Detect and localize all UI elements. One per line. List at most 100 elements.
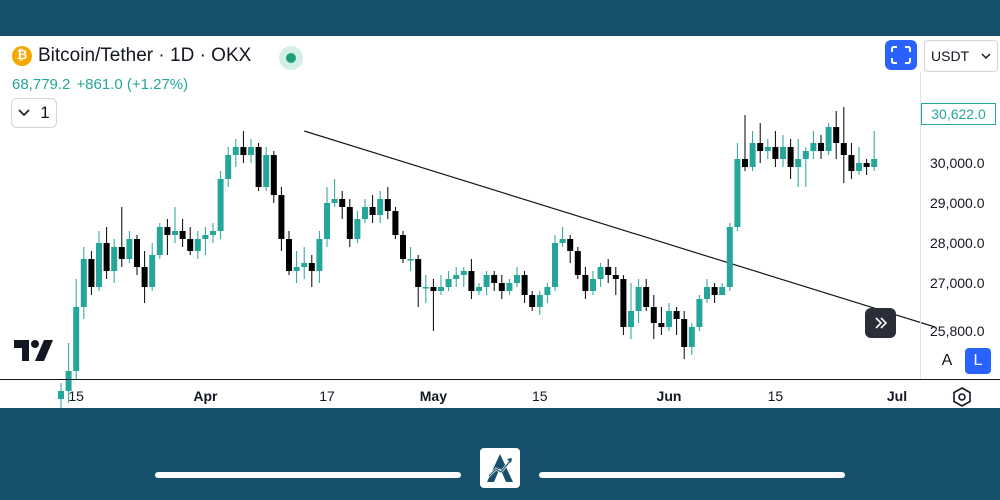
candle-body[interactable] <box>232 147 239 155</box>
scroll-to-realtime-button[interactable] <box>865 308 896 338</box>
candle-body[interactable] <box>514 275 520 283</box>
candle-body[interactable] <box>612 275 619 279</box>
candle-body[interactable] <box>635 287 642 311</box>
candle-body[interactable] <box>521 275 528 295</box>
candle-body[interactable] <box>757 143 764 151</box>
candle-body[interactable] <box>810 143 817 151</box>
candle-body[interactable] <box>248 147 254 155</box>
candle-body[interactable] <box>552 243 558 287</box>
candle-body[interactable] <box>58 391 64 399</box>
candle-body[interactable] <box>210 231 216 235</box>
candle-body[interactable] <box>118 247 125 259</box>
candle-body[interactable] <box>871 159 878 167</box>
candle-body[interactable] <box>278 195 285 239</box>
candle-body[interactable] <box>719 287 726 295</box>
candle-body[interactable] <box>628 311 634 327</box>
candle-body[interactable] <box>688 327 695 347</box>
candle-body[interactable] <box>187 239 194 251</box>
candle-body[interactable] <box>103 243 110 271</box>
candle-body[interactable] <box>742 159 748 167</box>
candle-body[interactable] <box>620 279 627 327</box>
candle-body[interactable] <box>483 275 490 287</box>
candle-body[interactable] <box>362 207 368 219</box>
candle-body[interactable] <box>308 263 315 271</box>
chart-title[interactable]: Bitcoin/Tether · 1D · OKX <box>38 45 252 66</box>
candle-body[interactable] <box>726 227 733 287</box>
candle-body[interactable] <box>73 307 80 371</box>
candle-body[interactable] <box>430 287 437 291</box>
interval-collapse-button[interactable]: 1 <box>11 98 57 128</box>
candle-body[interactable] <box>316 239 323 271</box>
candle-body[interactable] <box>134 239 140 267</box>
candle-body[interactable] <box>407 259 414 261</box>
candle-body[interactable] <box>673 311 680 319</box>
candle-body[interactable] <box>339 199 346 207</box>
candle-body[interactable] <box>369 207 376 215</box>
tradingview-logo-icon[interactable] <box>14 340 54 362</box>
candle-body[interactable] <box>141 267 148 287</box>
candle-body[interactable] <box>818 143 824 151</box>
candle-body[interactable] <box>460 271 467 275</box>
candle-body[interactable] <box>217 179 224 231</box>
candle-body[interactable] <box>377 199 384 215</box>
candle-body[interactable] <box>666 311 672 327</box>
candle-body[interactable] <box>574 251 581 275</box>
candle-body[interactable] <box>346 207 353 239</box>
candle-body[interactable] <box>202 235 209 239</box>
candle-body[interactable] <box>856 163 862 171</box>
chart-panel[interactable]: ₿ Bitcoin/Tether · 1D · OKX 68,779.2 +861… <box>0 36 1000 408</box>
candle-body[interactable] <box>225 155 232 179</box>
candle-body[interactable] <box>863 163 870 167</box>
candle-body[interactable] <box>468 271 475 291</box>
candle-body[interactable] <box>681 319 688 347</box>
fullscreen-button[interactable] <box>885 40 917 70</box>
candle-body[interactable] <box>324 203 330 239</box>
candle-body[interactable] <box>582 275 589 291</box>
candle-body[interactable] <box>491 275 498 283</box>
candle-body[interactable] <box>96 243 102 287</box>
candle-body[interactable] <box>734 159 741 227</box>
candle-body[interactable] <box>445 279 452 287</box>
candle-body[interactable] <box>354 219 361 239</box>
candle-body[interactable] <box>498 283 505 291</box>
auto-scale-button[interactable]: A <box>941 352 953 369</box>
candle-body[interactable] <box>559 239 566 243</box>
candle-body[interactable] <box>711 287 718 295</box>
candle-body[interactable] <box>392 211 399 235</box>
candle-body[interactable] <box>80 259 87 307</box>
candle-body[interactable] <box>149 255 156 287</box>
candle-body[interactable] <box>529 295 536 307</box>
candle-body[interactable] <box>286 239 292 271</box>
candle-body[interactable] <box>840 143 847 155</box>
candle-body[interactable] <box>704 287 710 299</box>
candle-body[interactable] <box>172 231 178 235</box>
candle-body[interactable] <box>179 231 186 239</box>
candle-body[interactable] <box>605 267 612 275</box>
candle-body[interactable] <box>422 287 429 289</box>
candle-body[interactable] <box>567 239 574 251</box>
candle-body[interactable] <box>111 247 118 271</box>
candle-body[interactable] <box>331 199 338 203</box>
candle-body[interactable] <box>506 283 513 291</box>
candle-body[interactable] <box>772 147 779 159</box>
candle-body[interactable] <box>255 147 262 187</box>
candle-body[interactable] <box>476 287 482 291</box>
candle-body[interactable] <box>590 279 596 291</box>
candle-body[interactable] <box>544 287 551 295</box>
candle-body[interactable] <box>400 235 406 259</box>
candle-body[interactable] <box>263 155 270 187</box>
candle-body[interactable] <box>650 307 657 323</box>
candle-body[interactable] <box>749 143 756 167</box>
candle-body[interactable] <box>88 259 95 287</box>
candle-body[interactable] <box>293 267 300 271</box>
candle-body[interactable] <box>65 371 72 391</box>
candle-body[interactable] <box>825 127 832 151</box>
candle-body[interactable] <box>126 239 133 259</box>
candle-body[interactable] <box>536 295 543 307</box>
candle-body[interactable] <box>795 159 802 167</box>
candle-body[interactable] <box>156 227 163 255</box>
candle-body[interactable] <box>164 227 171 235</box>
candle-body[interactable] <box>658 323 665 327</box>
candle-body[interactable] <box>833 127 840 143</box>
candle-body[interactable] <box>301 263 308 267</box>
